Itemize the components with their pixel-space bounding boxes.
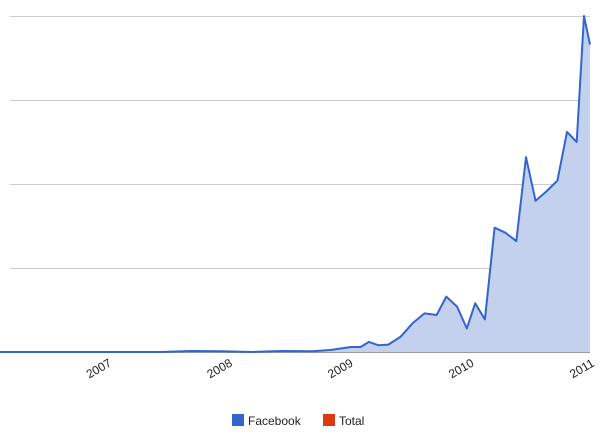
x-axis: 200620072008200920102011 bbox=[84, 356, 597, 382]
x-tick-label: 2009 bbox=[325, 356, 355, 382]
x-tick-label: 2008 bbox=[205, 356, 235, 382]
legend: Facebook Total bbox=[232, 414, 364, 428]
legend-label: Total bbox=[339, 414, 364, 428]
legend-swatch bbox=[323, 414, 335, 426]
legend-swatch bbox=[232, 414, 244, 426]
area-fill-facebook bbox=[0, 16, 590, 352]
x-tick-label: 2010 bbox=[446, 356, 476, 382]
series-area bbox=[0, 16, 590, 352]
series-line bbox=[0, 15, 591, 353]
line-facebook bbox=[0, 15, 591, 353]
legend-item-facebook[interactable]: Facebook bbox=[232, 414, 302, 428]
x-tick-label: 2011 bbox=[567, 356, 597, 381]
x-tick-label: 2007 bbox=[84, 356, 114, 382]
legend-item-total[interactable]: Total bbox=[323, 414, 364, 428]
legend-label: Facebook bbox=[248, 414, 302, 428]
